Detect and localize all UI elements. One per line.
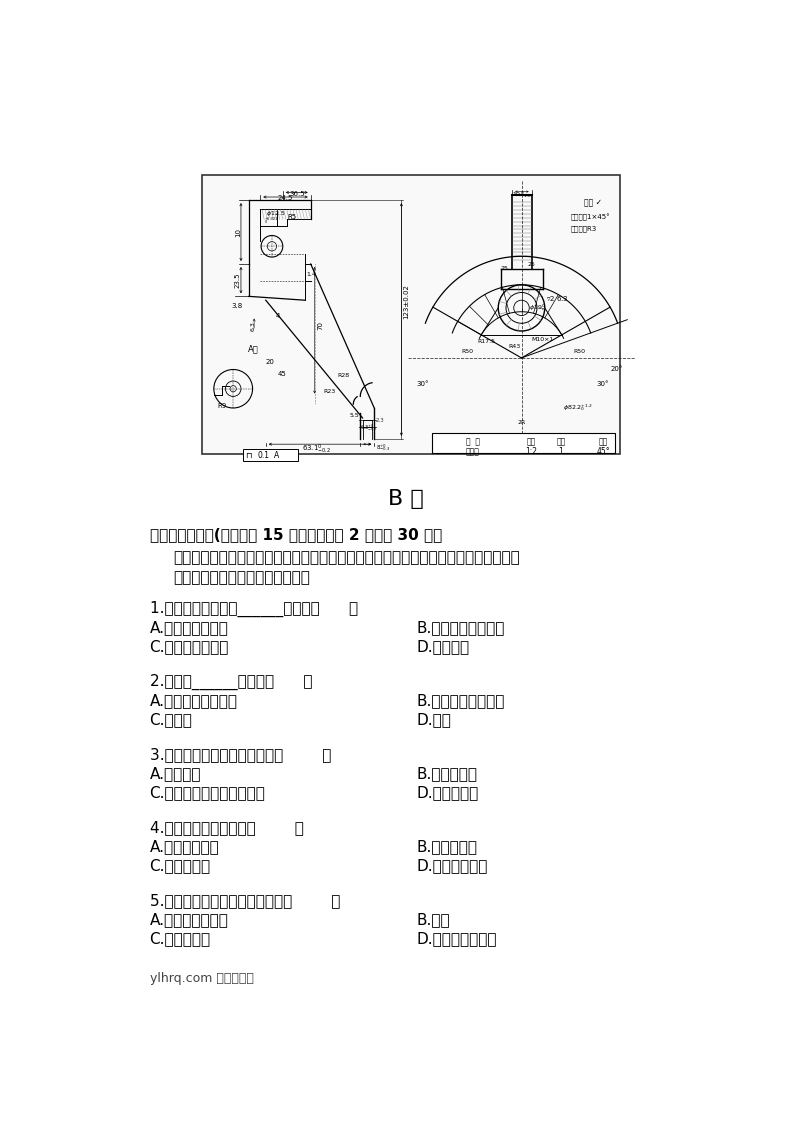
Text: 8$^{+0}_{-0.3}$: 8$^{+0}_{-0.3}$ xyxy=(376,443,390,453)
Text: $^{+0.021}_{0}$: $^{+0.021}_{0}$ xyxy=(264,215,278,227)
Text: 5.带传动的主要失效形式是带的（        ）: 5.带传动的主要失效形式是带的（ ） xyxy=(150,893,340,908)
Text: 20°: 20° xyxy=(611,366,623,371)
Text: R43: R43 xyxy=(508,344,520,349)
Text: R50: R50 xyxy=(461,349,473,353)
Text: 2.构件由______组成．（      ）: 2.构件由______组成．（ ） xyxy=(150,673,312,690)
Text: D.缩小尺寸: D.缩小尺寸 xyxy=(417,640,470,654)
Text: 24.5: 24.5 xyxy=(278,195,293,202)
Text: 5.5: 5.5 xyxy=(350,413,359,417)
Text: 材料: 材料 xyxy=(599,438,608,447)
Text: ⊓: ⊓ xyxy=(245,451,251,460)
Text: 数量: 数量 xyxy=(557,438,565,447)
Text: $\triangledown$2 6.3: $\triangledown$2 6.3 xyxy=(546,295,569,303)
Text: 在每小题列出的四个备选项中只有一个是符合题目要求的，请将其代码填写在题后的括: 在每小题列出的四个备选项中只有一个是符合题目要求的，请将其代码填写在题后的括 xyxy=(173,551,519,565)
Text: 未注圆角R3: 未注圆角R3 xyxy=(570,226,596,232)
Text: 23.5: 23.5 xyxy=(235,273,241,288)
Text: 2.3: 2.3 xyxy=(376,419,385,423)
Text: A向: A向 xyxy=(248,344,259,353)
Text: 30°: 30° xyxy=(417,381,429,387)
Text: 名  称: 名 称 xyxy=(465,438,480,447)
Text: D.曲柄连杆机构: D.曲柄连杆机构 xyxy=(417,858,488,873)
Text: B 卷: B 卷 xyxy=(388,489,424,509)
Text: 1: 1 xyxy=(558,448,563,457)
Text: C.按构件实际尺寸: C.按构件实际尺寸 xyxy=(150,640,229,654)
Text: 一、单项选择题(本大题共 15 小题，每小题 2 分，共 30 分）: 一、单项选择题(本大题共 15 小题，每小题 2 分，共 30 分） xyxy=(150,527,442,542)
Text: 30°: 30° xyxy=(596,381,609,387)
Text: 123±0.02: 123±0.02 xyxy=(404,285,410,320)
Text: R5: R5 xyxy=(287,214,297,220)
Text: B.合力矩为零: B.合力矩为零 xyxy=(417,766,478,781)
Text: 比例: 比例 xyxy=(527,438,535,447)
Text: R28: R28 xyxy=(338,374,350,378)
Text: 光合 ✓: 光合 ✓ xyxy=(584,199,602,208)
Text: 1.机构运动简图必须______绘制．（      ）: 1.机构运动简图必须______绘制．（ ） xyxy=(150,600,358,617)
Text: 0.1: 0.1 xyxy=(257,451,270,460)
Text: A.合力为零: A.合力为零 xyxy=(150,766,201,781)
Text: C.运动副: C.运动副 xyxy=(150,712,193,727)
Text: R17.5: R17.5 xyxy=(477,340,496,344)
Text: 未注倒角1×45°: 未注倒角1×45° xyxy=(570,214,610,221)
Text: $\phi$12.5: $\phi$12.5 xyxy=(266,209,285,218)
Text: R50: R50 xyxy=(573,349,585,353)
Bar xyxy=(432,433,615,452)
Text: 63.1$^0_{-0.2}$: 63.1$^0_{-0.2}$ xyxy=(301,443,331,456)
Text: 25: 25 xyxy=(500,266,508,270)
Text: $\phi$19$^0_c$: $\phi$19$^0_c$ xyxy=(529,303,546,313)
Text: A.疲劳拉断和打滑: A.疲劳拉断和打滑 xyxy=(150,912,228,928)
Text: 4.汽车转向传动机构是（        ）: 4.汽车转向传动机构是（ ） xyxy=(150,820,304,835)
Text: R23: R23 xyxy=(324,388,336,394)
Text: 10$^0_{-1.2}$: 10$^0_{-1.2}$ xyxy=(511,190,531,200)
Text: B.不按构件比例尺寸: B.不按构件比例尺寸 xyxy=(417,619,505,635)
Text: 3.平面汇交力系平衡的条件是（        ）: 3.平面汇交力系平衡的条件是（ ） xyxy=(150,747,331,762)
Text: M10×1: M10×1 xyxy=(531,337,554,342)
Text: C.双曲柄机构: C.双曲柄机构 xyxy=(150,858,211,873)
Text: 4: 4 xyxy=(276,313,280,320)
Text: 20: 20 xyxy=(266,359,274,366)
Text: A.零件通过活动链接: A.零件通过活动链接 xyxy=(150,693,237,708)
Text: B.零件通过固定连接: B.零件通过固定连接 xyxy=(417,693,505,708)
Text: 70: 70 xyxy=(318,321,324,330)
Text: 1.4: 1.4 xyxy=(307,272,316,277)
Text: 1:2: 1:2 xyxy=(525,448,537,457)
Text: D.磨损和疲劳点蚀: D.磨损和疲劳点蚀 xyxy=(417,931,497,947)
Text: C.合力为零，合力矩不为零: C.合力为零，合力矩不为零 xyxy=(150,785,266,800)
Text: 45°: 45° xyxy=(597,448,611,457)
Text: A: A xyxy=(274,451,279,460)
Text: B.磨损: B.磨损 xyxy=(417,912,450,928)
Text: $6.3^{+0}_{-0.2}$: $6.3^{+0}_{-0.2}$ xyxy=(360,423,377,433)
Text: B.双摇杆机构: B.双摇杆机构 xyxy=(417,839,478,854)
Text: A.按构件比例尺寸: A.按构件比例尺寸 xyxy=(150,619,228,635)
Text: C.磨损和胶合: C.磨损和胶合 xyxy=(150,931,211,947)
Text: 36.5: 36.5 xyxy=(289,191,305,196)
Text: D.合力不为零: D.合力不为零 xyxy=(417,785,479,800)
Text: 45: 45 xyxy=(278,371,286,377)
Text: D.部件: D.部件 xyxy=(417,712,452,727)
Text: ylhrq.com 板式热交换: ylhrq.com 板式热交换 xyxy=(150,973,254,985)
Text: R9: R9 xyxy=(217,403,226,408)
Text: 25: 25 xyxy=(527,261,535,267)
Text: 2R: 2R xyxy=(518,420,526,424)
Bar xyxy=(202,175,620,454)
Text: 6.3: 6.3 xyxy=(251,321,255,331)
Text: 10: 10 xyxy=(235,228,241,237)
Text: 变速叉: 变速叉 xyxy=(465,448,480,457)
Text: 号内。错选、多选或未选均无分。: 号内。错选、多选或未选均无分。 xyxy=(173,570,309,585)
Bar xyxy=(243,449,298,461)
Text: A.曲柄摇杆机构: A.曲柄摇杆机构 xyxy=(150,839,219,854)
Text: $\phi$82.2$^{+1.2}_0$: $\phi$82.2$^{+1.2}_0$ xyxy=(562,403,592,413)
Text: 3.8: 3.8 xyxy=(232,303,243,309)
